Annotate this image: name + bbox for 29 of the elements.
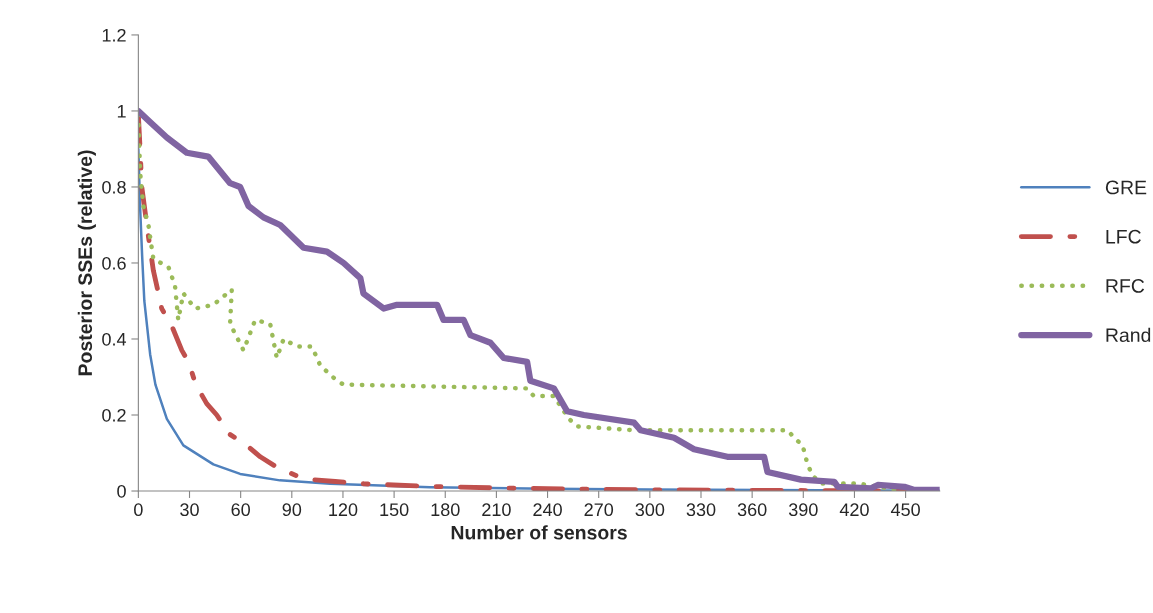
x-tick-label: 390 <box>788 503 818 517</box>
x-tick-label: 90 <box>282 503 302 517</box>
legend-label: RFC <box>1106 279 1145 293</box>
y-tick-label: 1.2 <box>102 28 126 42</box>
x-tick-label: 150 <box>380 503 409 517</box>
x-tick-label: 60 <box>231 503 250 517</box>
x-tick-label: 180 <box>431 503 460 517</box>
x-tick-label: 240 <box>533 503 562 517</box>
legend-label: LFC <box>1106 229 1141 244</box>
y-tick-label: 0.8 <box>102 180 126 194</box>
x-tick-label: 30 <box>180 503 199 517</box>
y-tick-label: 0.6 <box>102 256 126 270</box>
y-axis-title: Posterior SSEs (relative) <box>77 150 96 376</box>
y-tick-label: 1 <box>117 105 126 118</box>
x-axis-title: Number of sensors <box>451 525 627 540</box>
x-tick-label: 120 <box>329 503 358 517</box>
legend-label: GRE <box>1105 180 1147 195</box>
x-tick-label: 270 <box>584 503 614 517</box>
x-tick-label: 450 <box>890 503 920 517</box>
legend-label: Rand <box>1106 327 1151 343</box>
x-tick-label: 420 <box>839 503 869 517</box>
y-tick-label: 0.2 <box>102 408 126 422</box>
x-tick-label: 300 <box>635 503 665 517</box>
x-tick-label: 330 <box>686 503 716 517</box>
y-tick-label: 0 <box>117 484 126 498</box>
y-tick-label: 0.4 <box>102 332 127 346</box>
x-tick-label: 210 <box>482 503 511 517</box>
x-tick-label: 0 <box>134 503 143 517</box>
x-tick-label: 360 <box>737 503 767 517</box>
